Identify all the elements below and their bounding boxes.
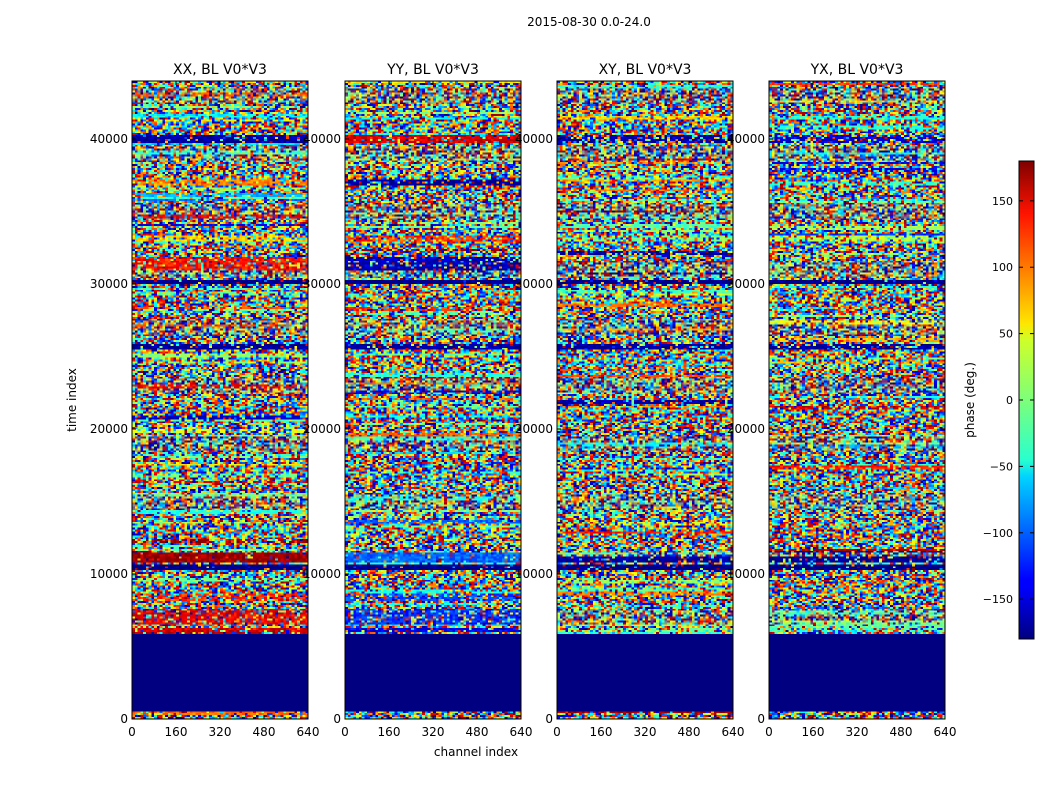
colorbar-tick-label: 50: [999, 328, 1013, 341]
panel-xx: XX, BL V0*V3 0 160 320 480 640 0 10000 20000 3000…: [90, 62, 320, 739]
x-tick-label: 480: [890, 725, 913, 739]
y-tick-label: 10000: [303, 567, 341, 581]
colorbar-tick-label: 100: [992, 261, 1013, 274]
x-tick-label: 160: [802, 725, 825, 739]
y-tick-label: 40000: [303, 132, 341, 146]
x-tick-label: 640: [722, 725, 745, 739]
colorbar-tick-label: −150: [983, 593, 1013, 606]
y-tick-label: 20000: [727, 422, 765, 436]
x-tick-label: 0: [765, 725, 773, 739]
colorbar-tick-label: 150: [992, 195, 1013, 208]
x-tick-label: 160: [165, 725, 188, 739]
colorbar: −150 −100 −50 0 50 100 150 phase (deg.): [963, 160, 1035, 640]
panel-yx: YX, BL V0*V3 0 160 320 480 640 0 10000 20000 3000…: [727, 62, 957, 739]
colorbar-tick-label: −50: [990, 460, 1013, 473]
y-axis-label: time index: [65, 368, 79, 432]
heatmap-yy: [345, 81, 521, 719]
y-tick-label: 0: [120, 712, 128, 726]
x-tick-label: 160: [590, 725, 613, 739]
x-tick-label: 480: [466, 725, 489, 739]
x-tick-label: 0: [128, 725, 136, 739]
panel-title: YX, BL V0*V3: [810, 62, 904, 78]
y-tick-label: 0: [757, 712, 765, 726]
x-tick-label: 320: [846, 725, 869, 739]
panels: XX, BL V0*V3 0 160 320 480 640 0 10000 20000 3000…: [90, 62, 957, 739]
y-tick-label: 30000: [515, 277, 553, 291]
y-tick-label: 20000: [303, 422, 341, 436]
y-tick-label: 40000: [727, 132, 765, 146]
y-tick-label: 10000: [515, 567, 553, 581]
y-tick-label: 20000: [90, 422, 128, 436]
y-tick-label: 20000: [515, 422, 553, 436]
x-tick-label: 0: [553, 725, 561, 739]
x-tick-label: 640: [934, 725, 957, 739]
colorbar-label: phase (deg.): [963, 362, 977, 438]
colorbar-tick-label: −100: [983, 527, 1013, 540]
y-tick-label: 40000: [515, 132, 553, 146]
panel-title: XX, BL V0*V3: [173, 62, 267, 78]
panel-title: XY, BL V0*V3: [599, 62, 692, 78]
x-tick-label: 320: [634, 725, 657, 739]
y-tick-label: 30000: [303, 277, 341, 291]
colorbar-tick-label: 0: [1006, 394, 1013, 407]
panel-xy: XY, BL V0*V3 0 160 320 480 640 0 10000 20000 3000…: [515, 62, 745, 739]
x-tick-label: 640: [297, 725, 320, 739]
heatmap-xx: [132, 81, 308, 719]
x-tick-label: 640: [510, 725, 533, 739]
panel-yy: YY, BL V0*V3 0 160 320 480 640 0 10000 20000 3000…: [303, 62, 533, 739]
x-tick-label: 320: [422, 725, 445, 739]
y-tick-label: 10000: [727, 567, 765, 581]
y-tick-label: 10000: [90, 567, 128, 581]
x-tick-label: 480: [678, 725, 701, 739]
x-tick-label: 160: [378, 725, 401, 739]
y-tick-label: 40000: [90, 132, 128, 146]
heatmap-xy: [557, 81, 733, 719]
x-tick-label: 480: [253, 725, 276, 739]
heatmap-yx: [769, 81, 945, 719]
colorbar-ticks: −150 −100 −50 0 50 100 150: [983, 195, 1034, 606]
x-tick-label: 0: [341, 725, 349, 739]
y-tick-label: 0: [333, 712, 341, 726]
panel-title: YY, BL V0*V3: [386, 62, 479, 78]
x-tick-label: 320: [209, 725, 232, 739]
y-tick-label: 30000: [90, 277, 128, 291]
y-tick-label: 0: [545, 712, 553, 726]
figure-suptitle: 2015-08-30 0.0-24.0: [527, 15, 651, 29]
y-tick-label: 30000: [727, 277, 765, 291]
x-axis-label: channel index: [434, 745, 518, 759]
